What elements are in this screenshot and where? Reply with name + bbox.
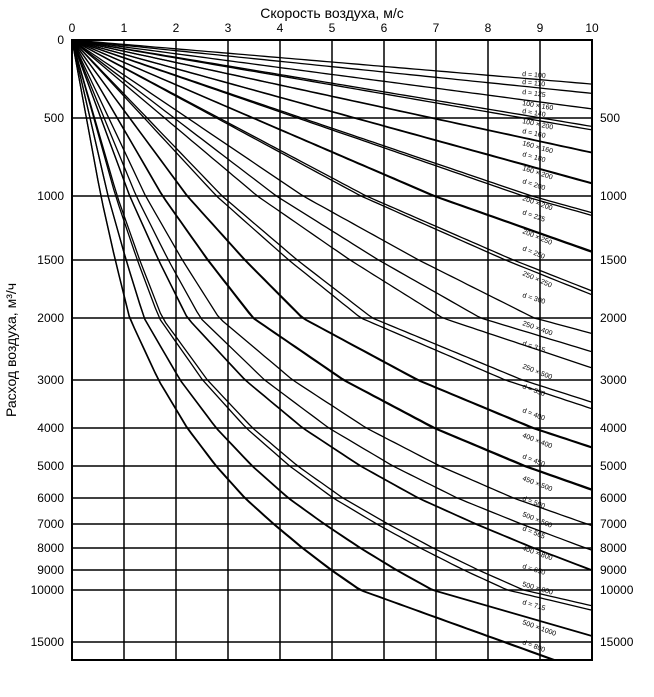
x-tick-label: 7 bbox=[433, 21, 440, 35]
y-tick-left: 2000 bbox=[37, 311, 64, 325]
y-tick-right: 3000 bbox=[600, 373, 627, 387]
y-tick-right: 500 bbox=[600, 111, 620, 125]
y-tick-left: 6000 bbox=[37, 491, 64, 505]
y-tick-right: 5000 bbox=[600, 459, 627, 473]
y-tick-right: 8000 bbox=[600, 541, 627, 555]
y-tick-left: 500 bbox=[44, 111, 64, 125]
y-tick-left: 8000 bbox=[37, 541, 64, 555]
y-tick-right: 15000 bbox=[600, 635, 634, 649]
y-tick-left: 0 bbox=[57, 33, 64, 47]
y-tick-right: 1000 bbox=[600, 189, 627, 203]
x-tick-label: 9 bbox=[537, 21, 544, 35]
x-tick-label: 8 bbox=[485, 21, 492, 35]
x-tick-label: 4 bbox=[277, 21, 284, 35]
y-tick-left: 9000 bbox=[37, 563, 64, 577]
x-tick-label: 6 bbox=[381, 21, 388, 35]
x-tick-label: 3 bbox=[225, 21, 232, 35]
x-axis-title: Скорость воздуха, м/с bbox=[260, 5, 403, 21]
x-tick-label: 0 bbox=[69, 21, 76, 35]
y-tick-left: 7000 bbox=[37, 517, 64, 531]
x-tick-label: 1 bbox=[121, 21, 128, 35]
y-tick-left: 5000 bbox=[37, 459, 64, 473]
y-tick-right: 10000 bbox=[600, 583, 634, 597]
y-tick-left: 10000 bbox=[31, 583, 65, 597]
y-tick-left: 4000 bbox=[37, 421, 64, 435]
x-tick-label: 10 bbox=[585, 21, 599, 35]
nomograph-container: 0 1 2 3 4 5 6 7 8 9 10 0 500 500 1000 1000 1500 1500 2000 2… bbox=[0, 0, 654, 697]
y-tick-right: 7000 bbox=[600, 517, 627, 531]
y-tick-right: 2000 bbox=[600, 311, 627, 325]
y-tick-right: 9000 bbox=[600, 563, 627, 577]
x-tick-label: 5 bbox=[329, 21, 336, 35]
y-axis-title: Расход воздуха, м³/ч bbox=[3, 283, 19, 417]
y-tick-left: 15000 bbox=[31, 635, 65, 649]
y-tick-right: 6000 bbox=[600, 491, 627, 505]
y-tick-left: 1500 bbox=[37, 253, 64, 267]
y-tick-left: 3000 bbox=[37, 373, 64, 387]
y-tick-left: 1000 bbox=[37, 189, 64, 203]
nomograph-svg: 0 1 2 3 4 5 6 7 8 9 10 0 500 500 1000 1000 1500 1500 2000 2… bbox=[0, 0, 654, 697]
x-tick-label: 2 bbox=[173, 21, 180, 35]
y-tick-right: 4000 bbox=[600, 421, 627, 435]
y-tick-right: 1500 bbox=[600, 253, 627, 267]
